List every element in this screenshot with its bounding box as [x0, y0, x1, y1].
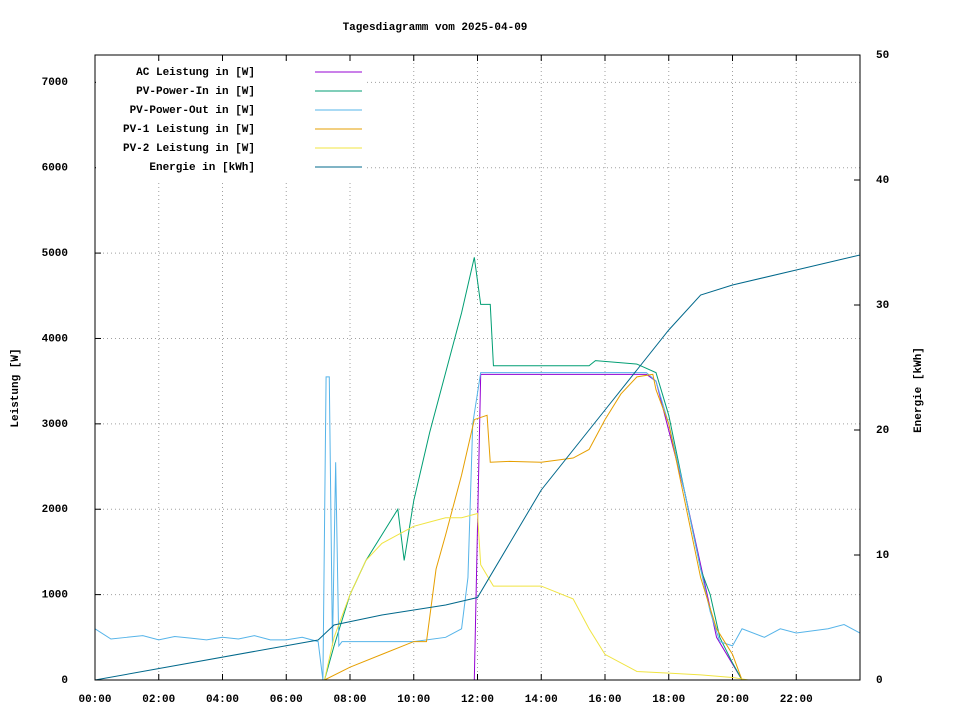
y-tick-label: 1000 [42, 590, 68, 602]
y2-tick-label: 40 [876, 175, 889, 187]
x-tick-label: 14:00 [525, 694, 558, 706]
y2-tick-label: 10 [876, 550, 889, 562]
y-axis-label: Leistung [W] [10, 348, 22, 427]
y-tick-label: 4000 [42, 333, 68, 345]
chart-title: Tagesdiagramm vom 2025-04-09 [343, 22, 528, 34]
y-tick-label: 7000 [42, 77, 68, 89]
y2-tick-label: 0 [876, 675, 883, 687]
plot-area [95, 254, 860, 680]
legend-label: PV-Power-Out in [W] [130, 105, 255, 117]
x-tick-label: 22:00 [780, 694, 813, 706]
x-tick-label: 04:00 [206, 694, 239, 706]
x-tick-label: 08:00 [333, 694, 366, 706]
x-tick-label: 16:00 [588, 694, 621, 706]
series-line [95, 512, 860, 680]
series-line [95, 372, 860, 680]
series-line [95, 257, 860, 680]
series-line [95, 373, 860, 680]
x-tick-label: 00:00 [78, 694, 111, 706]
y2-axis-label: Energie [kWh] [913, 347, 925, 433]
x-tick-label: 02:00 [142, 694, 175, 706]
y-tick-label: 6000 [42, 163, 68, 175]
axis-frame [94, 54, 861, 681]
y-tick-label: 3000 [42, 419, 68, 431]
y2-tick-label: 50 [876, 50, 889, 62]
legend-label: Energie in [kWh] [149, 162, 255, 174]
legend-label: AC Leistung in [W] [136, 67, 255, 79]
series-line [95, 254, 860, 680]
y-tick-label: 2000 [42, 504, 68, 516]
y2-tick-label: 20 [876, 425, 889, 437]
x-tick-label: 10:00 [397, 694, 430, 706]
x-tick-label: 20:00 [716, 694, 749, 706]
x-tick-label: 12:00 [461, 694, 494, 706]
y-tick-label: 0 [61, 675, 68, 687]
legend-label: PV-Power-In in [W] [136, 86, 255, 98]
y-tick-label: 5000 [42, 248, 68, 260]
legend-box [96, 61, 366, 181]
legend-label: PV-1 Leistung in [W] [123, 124, 255, 136]
x-tick-label: 06:00 [270, 694, 303, 706]
legend-label: PV-2 Leistung in [W] [123, 143, 255, 155]
x-tick-label: 18:00 [652, 694, 685, 706]
y2-tick-label: 30 [876, 300, 889, 312]
